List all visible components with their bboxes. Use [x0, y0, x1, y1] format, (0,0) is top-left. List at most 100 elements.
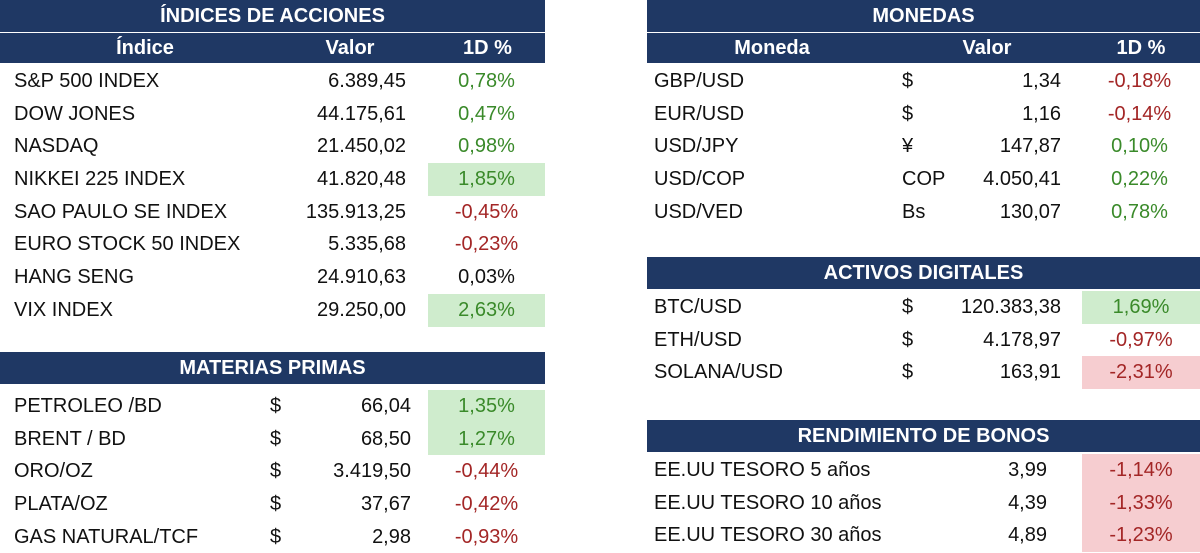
digital-title: ACTIVOS DIGITALES: [647, 257, 1200, 290]
currency-symbol: $: [902, 102, 914, 125]
row-value: 3,99: [1008, 459, 1047, 481]
col-index: Índice: [116, 37, 174, 59]
row-change: 0,78%: [1111, 200, 1168, 223]
col-currency: Moneda: [734, 37, 810, 59]
row-change: -1,14%: [1082, 454, 1200, 487]
row-value: 1,34: [1022, 70, 1061, 92]
currency-symbol: $: [270, 460, 282, 483]
row-change: 1,35%: [428, 390, 545, 423]
table-row: USD/JPY ¥147,87 0,10%: [647, 130, 1200, 163]
row-value: 135.913,25: [305, 200, 406, 223]
row-change: 1,27%: [428, 422, 545, 456]
row-change: -1,33%: [1082, 486, 1200, 520]
currency-symbol: ¥: [902, 135, 914, 158]
col-change: 1D %: [1116, 37, 1166, 59]
currency-symbol: $: [902, 328, 914, 351]
row-name: EE.UU TESORO 5 años: [654, 459, 871, 481]
row-value: 29.250,00: [317, 298, 406, 321]
col-value: Valor: [325, 37, 375, 59]
row-name: NASDAQ: [14, 135, 99, 158]
row-name: VIX INDEX: [14, 298, 113, 321]
row-value: 24.910,63: [317, 266, 406, 289]
row-name: ETH/USD: [654, 328, 742, 351]
commodities-panel: MATERIAS PRIMAS PETROLEO /BD $66,04 1,35% B…: [0, 352, 545, 553]
table-row: BTC/USD $120.383,38 1,69%: [647, 291, 1200, 324]
row-name: DOW JONES: [14, 102, 136, 125]
currency-symbol: $: [902, 70, 914, 92]
row-change: -0,97%: [1109, 328, 1173, 351]
row-value: 44.175,61: [317, 102, 406, 125]
currency-symbol: $: [270, 525, 282, 548]
currency-symbol: $: [270, 395, 282, 417]
row-name: EURO STOCK 50 INDEX: [14, 233, 241, 256]
row-value: 5.335,68: [328, 233, 406, 256]
table-row: USD/COP COP 4.050,41 0,22%: [647, 163, 1200, 196]
bonds-title: RENDIMIENTO DE BONOS: [647, 420, 1200, 453]
row-name: HANG SENG: [14, 266, 135, 289]
commodities-title: MATERIAS PRIMAS: [0, 352, 545, 385]
row-value: 4,89: [1008, 524, 1047, 547]
indices-title: ÍNDICES DE ACCIONES: [0, 0, 545, 33]
table-row: HANG SENG 24.910,63 0,03%: [0, 261, 545, 294]
row-name: EUR/USD: [654, 102, 745, 125]
row-change: -0,18%: [1107, 70, 1172, 92]
row-change: -0,42%: [454, 493, 519, 516]
table-row: GAS NATURAL/TCF $2,98 -0,93%: [0, 521, 545, 553]
currency-symbol: $: [270, 427, 282, 450]
table-row: SAO PAULO SE INDEX 135.913,25 -0,45%: [0, 196, 545, 229]
row-value: 41.820,48: [317, 168, 406, 191]
row-change: -0,44%: [454, 460, 519, 483]
table-row: DOW JONES 44.175,61 0,47%: [0, 98, 545, 131]
row-change: 0,47%: [458, 102, 515, 125]
digital-rows: BTC/USD $120.383,38 1,69% ETH/USD $4.178,97-…: [647, 291, 1200, 390]
row-change: 0,22%: [1111, 168, 1168, 191]
row-name: PLATA/OZ: [14, 493, 108, 516]
currency-symbol: COP: [902, 168, 946, 191]
row-change: -0,45%: [454, 200, 519, 223]
row-value: 66,04: [360, 395, 411, 417]
currencies-title: MONEDAS: [647, 0, 1200, 33]
row-change: -2,31%: [1082, 356, 1200, 390]
row-name: ORO/OZ: [14, 460, 93, 483]
row-name: USD/VED: [654, 200, 743, 223]
currency-symbol: $: [902, 296, 914, 318]
row-value: 163,91: [999, 361, 1061, 384]
row-change: -0,93%: [454, 525, 519, 548]
currency-symbol: $: [902, 361, 914, 384]
row-name: USD/COP: [654, 168, 746, 191]
table-row: ORO/OZ $3.419,50 -0,44%: [0, 455, 545, 488]
row-value: 6.389,45: [328, 70, 406, 92]
indices-column-headers: Índice Valor 1D %: [0, 33, 545, 63]
row-name: SAO PAULO SE INDEX: [14, 200, 228, 223]
digital-panel: ACTIVOS DIGITALES BTC/USD $120.383,38 1,69…: [647, 257, 1200, 390]
row-value: 68,50: [360, 427, 411, 450]
row-value: 2,98: [372, 525, 411, 548]
row-name: USD/JPY: [654, 135, 739, 158]
indices-rows: S&P 500 INDEX 6.389,45 0,78% DOW JONES 44.17…: [0, 65, 545, 327]
row-change: 0,98%: [458, 135, 515, 158]
row-name: PETROLEO /BD: [14, 395, 162, 417]
row-value: 4,39: [1008, 491, 1047, 514]
table-row: SOLANA/USD $163,91 -2,31%: [647, 356, 1200, 390]
row-name: BRENT / BD: [14, 427, 126, 450]
row-change: -1,23%: [1082, 519, 1200, 553]
row-change: -0,23%: [454, 233, 519, 256]
row-value: 4.050,41: [983, 168, 1061, 191]
row-name: GAS NATURAL/TCF: [14, 525, 199, 548]
row-value: 120.383,38: [960, 296, 1061, 318]
row-change: 1,69%: [1082, 291, 1200, 324]
currencies-panel: MONEDAS Moneda Valor 1D % GBP/USD $1,34 -0…: [647, 0, 1200, 228]
table-row: USD/VED Bs 130,07 0,78%: [647, 196, 1200, 229]
row-value: 130,07: [999, 200, 1061, 223]
row-name: SOLANA/USD: [654, 361, 783, 384]
table-row: EE.UU TESORO 10 años 4,39 -1,33%: [647, 486, 1200, 520]
currencies-rows: GBP/USD $1,34 -0,18% EUR/USD $1,16 -0,14% USD/…: [647, 65, 1200, 228]
currency-symbol: $: [270, 493, 282, 516]
row-value: 4.178,97: [983, 328, 1061, 351]
table-row: ETH/USD $4.178,97 -0,97%: [647, 324, 1200, 357]
row-value: 37,67: [360, 493, 411, 516]
row-change: -0,14%: [1107, 102, 1172, 125]
col-value: Valor: [962, 37, 1012, 59]
table-row: S&P 500 INDEX 6.389,45 0,78%: [0, 65, 545, 98]
table-row: EE.UU TESORO 5 años 3,99 -1,14%: [647, 454, 1200, 487]
